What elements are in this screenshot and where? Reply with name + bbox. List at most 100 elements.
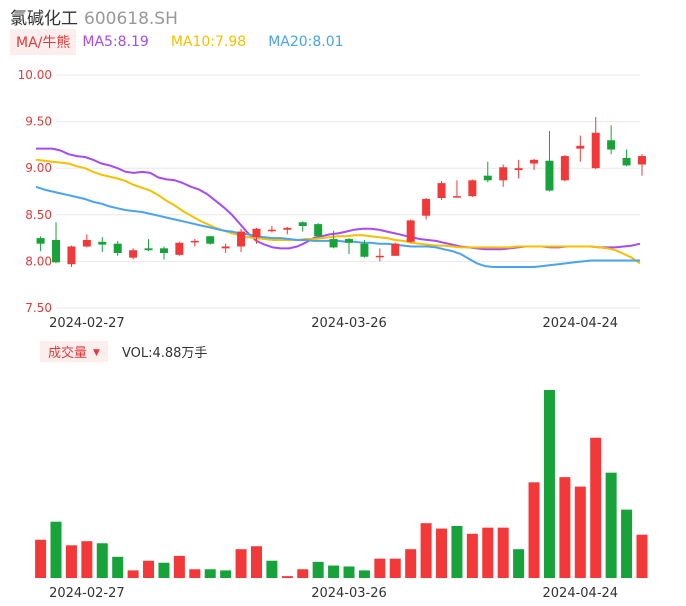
volume-bar — [497, 527, 509, 578]
candle — [468, 179, 477, 198]
volume-bar — [590, 437, 602, 578]
volume-bar — [343, 566, 355, 578]
ma-indicator-tab[interactable]: MA/牛熊 — [10, 29, 77, 55]
candle — [591, 116, 600, 170]
candle-body — [499, 167, 508, 181]
candle-body — [622, 157, 631, 166]
ma10-line — [35, 158, 641, 265]
candle — [314, 223, 323, 238]
candle — [67, 245, 76, 267]
candle-body — [175, 242, 184, 255]
candle-body — [67, 246, 76, 265]
candle-body — [190, 240, 199, 243]
candle-body — [206, 236, 215, 244]
candle — [530, 158, 539, 171]
candle — [637, 154, 646, 176]
candle — [452, 180, 461, 198]
candle-body — [329, 239, 338, 248]
stock-name: 氯碱化工 — [10, 9, 78, 29]
candle-body — [252, 228, 261, 238]
candle — [252, 227, 261, 244]
volume-legend: 成交量 ▼ VOL:4.88万手 — [40, 340, 207, 362]
volume-indicator-dropdown[interactable]: 成交量 ▼ — [40, 340, 108, 362]
ma10-legend: MA10:7.98 — [170, 34, 247, 50]
volume-bar — [389, 558, 401, 578]
volume-bars — [35, 390, 648, 578]
candle — [499, 164, 508, 187]
volume-bar — [559, 477, 571, 578]
candle — [36, 236, 45, 252]
candle — [129, 248, 138, 260]
candle-body — [36, 238, 45, 244]
candle-body — [52, 239, 61, 263]
candle — [206, 236, 215, 245]
date-label: 2024-02-27 — [49, 316, 125, 331]
candle-body — [576, 145, 585, 149]
date-label: 2024-04-24 — [543, 586, 619, 601]
candle-body — [483, 175, 492, 181]
volume-tag-label: 成交量 — [48, 345, 88, 361]
volume-bar — [543, 390, 555, 578]
caret-down-icon: ▼ — [93, 348, 100, 358]
volume-bar — [96, 543, 108, 578]
candle — [113, 240, 122, 256]
candle — [175, 241, 184, 256]
candle — [298, 221, 307, 232]
candle-body — [437, 183, 446, 199]
volume-bar — [158, 562, 170, 578]
date-label: 2024-02-27 — [49, 586, 125, 601]
candle — [422, 198, 431, 220]
volume-bar — [281, 576, 293, 578]
candle — [52, 222, 61, 264]
ma20-line — [35, 185, 640, 268]
price-tick-label: 9.50 — [25, 115, 52, 129]
candle — [391, 242, 400, 256]
volume-bar — [482, 527, 494, 578]
price-tick-label: 9.00 — [25, 161, 52, 175]
volume-bar — [266, 560, 278, 578]
candle — [345, 238, 353, 254]
stock-title: 氯碱化工 600618.SH — [10, 4, 178, 29]
candle-body — [637, 156, 646, 165]
ma5-legend: MA5:8.19 — [82, 34, 149, 50]
candle — [406, 219, 415, 243]
volume-bar — [605, 472, 617, 578]
volume-bar — [374, 558, 386, 578]
volume-bar — [235, 549, 247, 578]
candle-body — [267, 229, 276, 232]
candle-body — [452, 196, 461, 198]
volume-bar — [312, 561, 324, 578]
candle-body — [129, 250, 138, 258]
candle-body — [345, 239, 353, 243]
candle-body — [375, 255, 384, 258]
candle — [221, 243, 230, 254]
candle — [560, 155, 569, 182]
candle-body — [144, 248, 153, 251]
volume-bar — [636, 534, 648, 578]
candle-body — [560, 156, 569, 181]
volume-bar — [127, 570, 139, 578]
candle-body — [607, 140, 616, 150]
candlesticks — [36, 116, 646, 267]
candle-body — [221, 246, 230, 249]
volume-bar — [405, 549, 417, 578]
candle-body — [98, 241, 107, 245]
volume-bar — [143, 560, 155, 578]
volume-bar — [436, 528, 448, 578]
date-label: 2024-03-26 — [311, 316, 387, 331]
ma20-legend: MA20:8.01 — [268, 34, 344, 50]
candle — [622, 149, 631, 167]
volume-bar — [621, 509, 633, 578]
price-tick-label: 8.50 — [25, 208, 52, 222]
volume-bar — [358, 570, 370, 578]
candle-body — [237, 231, 246, 247]
volume-bar — [50, 521, 62, 578]
candle — [360, 239, 369, 258]
volume-bar — [35, 539, 47, 578]
price-date-labels: 2024-02-27 2024-03-26 2024-04-24 — [49, 316, 618, 331]
volume-date-labels: 2024-02-27 2024-03-26 2024-04-24 — [49, 586, 618, 601]
candle-body — [159, 248, 168, 254]
volume-bar — [173, 555, 185, 578]
candle — [267, 225, 276, 233]
